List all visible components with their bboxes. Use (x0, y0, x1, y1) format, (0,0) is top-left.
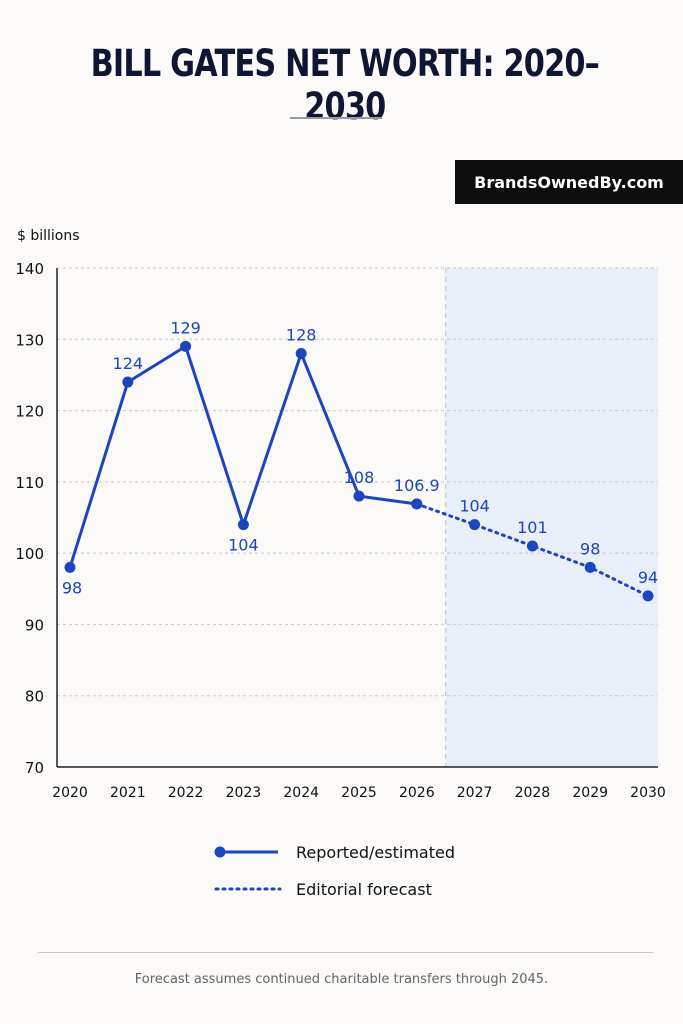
x-tick-label: 2020 (52, 785, 88, 801)
y-tick-label: 100 (15, 545, 44, 563)
reported-series-line (68, 344, 419, 569)
data-point (180, 340, 192, 352)
data-label: 108 (344, 468, 375, 487)
data-label: 104 (459, 497, 490, 516)
footnote: Forecast assumes continued charitable tr… (134, 972, 549, 987)
data-point (411, 498, 423, 510)
data-label: 128 (286, 326, 317, 345)
data-label: 94 (638, 568, 658, 587)
x-tick-label: 2022 (168, 785, 204, 801)
title-divider (290, 117, 382, 119)
data-point (353, 490, 365, 502)
footer-divider (38, 952, 653, 953)
data-label: 98 (580, 539, 600, 558)
data-label: 129 (170, 318, 201, 337)
y-tick-label: 90 (25, 616, 44, 634)
forecast-region (445, 268, 658, 767)
data-label: 106.9 (394, 476, 440, 495)
legend-reported-marker (214, 846, 226, 858)
data-label: 101 (517, 518, 548, 537)
y-tick-label: 130 (15, 331, 44, 349)
data-label: 104 (228, 536, 259, 555)
legend-forecast-label: Editorial forecast (296, 880, 432, 899)
forecast-series-line (415, 502, 650, 598)
brand-badge[interactable]: BrandsOwnedBy.com (455, 160, 683, 204)
x-tick-label: 2028 (515, 785, 551, 801)
x-tick-label: 2024 (283, 785, 319, 801)
x-tick-label: 2030 (630, 785, 666, 801)
x-tick-label: 2025 (341, 785, 377, 801)
y-tick-label: 70 (25, 759, 44, 777)
data-point (122, 376, 134, 388)
chart-title: BILL GATES NET WORTH: 2020–2030 (90, 42, 600, 128)
data-point (64, 561, 76, 573)
data-point (237, 519, 249, 531)
x-tick-label: 2027 (457, 785, 493, 801)
x-tick-label: 2023 (226, 785, 262, 801)
y-tick-label: 80 (25, 688, 44, 706)
data-point (526, 540, 538, 552)
data-label: 124 (113, 354, 144, 373)
x-tick-label: 2026 (399, 785, 435, 801)
data-point (295, 348, 307, 360)
y-tick-label: 120 (15, 403, 44, 421)
y-tick-label: 140 (15, 260, 44, 278)
data-point (642, 590, 654, 602)
legend-reported-label: Reported/estimated (296, 843, 455, 862)
data-label: 98 (62, 578, 82, 597)
data-point (584, 561, 596, 573)
y-tick-label: 110 (15, 474, 44, 492)
x-tick-label: 2021 (110, 785, 146, 801)
x-tick-label: 2029 (572, 785, 608, 801)
y-axis-label: $ billions (17, 228, 80, 244)
data-point (469, 519, 481, 531)
